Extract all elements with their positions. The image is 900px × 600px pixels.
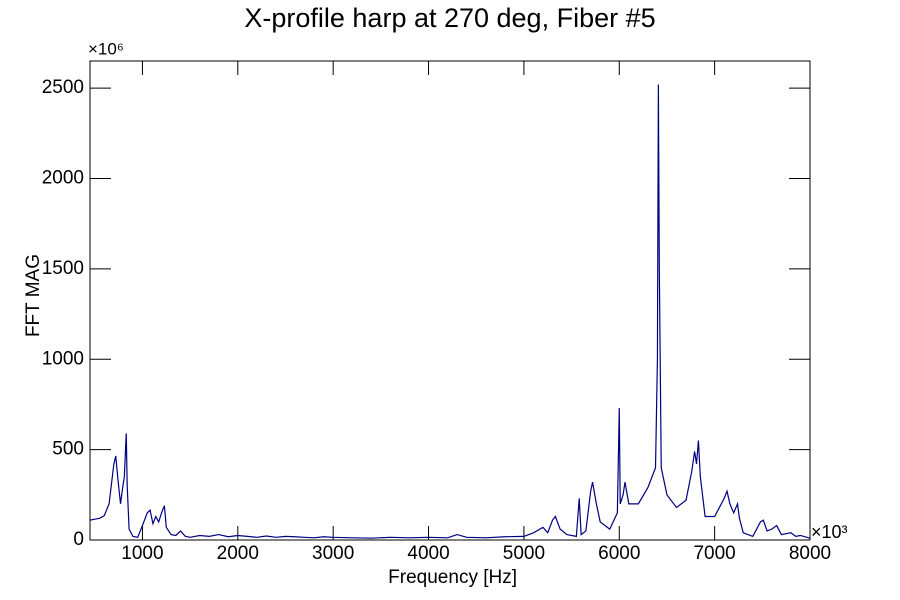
x-multiplier: ×10³	[811, 522, 848, 542]
y-axis-title: FFT MAG	[23, 254, 44, 337]
x-tick-label: 3000	[312, 543, 354, 564]
y-tick-label: 500	[52, 439, 84, 460]
x-tick-label: 5000	[503, 543, 545, 564]
x-tick-label: 2000	[217, 543, 259, 564]
y-tick-label: 0	[73, 529, 84, 550]
y-tick-label: 1500	[42, 258, 84, 279]
data-line	[89, 84, 811, 539]
x-tick-label: 6000	[598, 543, 640, 564]
y-tick-label: 2500	[42, 77, 84, 98]
y-tick-label: 2000	[42, 168, 84, 189]
x-axis-title: Frequency [Hz]	[388, 567, 517, 588]
x-tick-label: 1000	[121, 543, 163, 564]
y-multiplier: ×10⁶	[88, 39, 124, 58]
chart-title: X-profile harp at 270 deg, Fiber #5	[244, 3, 655, 33]
x-tick-label: 7000	[693, 543, 735, 564]
y-tick-label: 1000	[42, 348, 84, 369]
plot-frame	[89, 60, 811, 541]
x-tick-label: 4000	[407, 543, 449, 564]
x-tick-label: 8000	[789, 543, 831, 564]
